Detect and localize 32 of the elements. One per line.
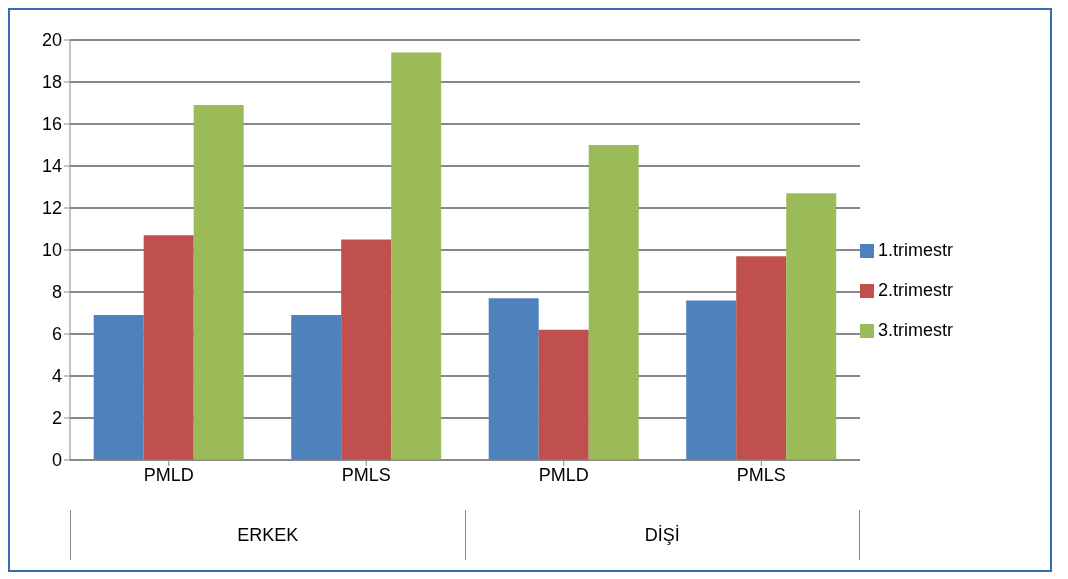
bar (488, 298, 539, 460)
bar (588, 145, 639, 460)
y-tick-label: 10 (41, 240, 62, 261)
bar (193, 105, 244, 460)
y-tick-label: 14 (41, 156, 62, 177)
y-tick-label: 18 (41, 72, 62, 93)
text: ERKEK (70, 510, 466, 560)
y-tick-label: 20 (41, 30, 62, 51)
y-tick-label: 2 (51, 408, 62, 429)
x-tick-label: PMLS (341, 464, 391, 485)
bar (341, 239, 392, 460)
y-tick-label: 0 (51, 450, 62, 471)
y-tick-label: 6 (51, 324, 62, 345)
legend-label: 3.trimestr (878, 320, 954, 340)
x-tick-label: PMLD (143, 464, 194, 485)
y-tick-label: 8 (51, 282, 62, 303)
y-tick-label: 16 (41, 114, 62, 135)
bar (538, 329, 589, 460)
bar (786, 193, 837, 460)
bar (391, 52, 442, 460)
bar (736, 256, 787, 460)
legend-label: 2.trimestr (878, 280, 954, 300)
bar (686, 300, 737, 460)
bar (291, 315, 342, 460)
legend-label: 1.trimestr (878, 240, 954, 260)
x-tick-label: PMLS (736, 464, 786, 485)
x-tick-label: PMLD (538, 464, 589, 485)
bar (143, 235, 194, 460)
text: DİŞİ (465, 510, 860, 560)
y-tick-label: 4 (51, 366, 62, 387)
y-tick-label: 12 (41, 198, 62, 219)
bar (93, 315, 144, 460)
